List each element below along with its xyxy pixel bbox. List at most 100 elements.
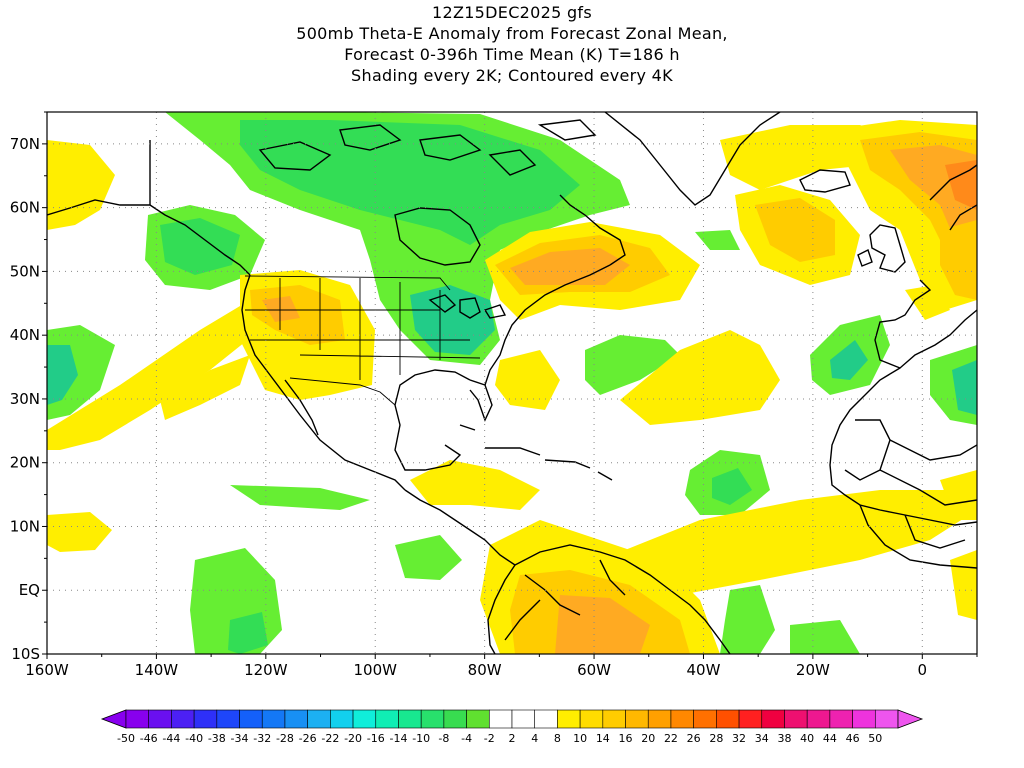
green-brazil-east — [790, 620, 860, 654]
colorbar-labels: -50 -46 -44 -40 -38 -34 -32 -28 -26 -22 -20 -16 -14-… — [117, 732, 882, 745]
colorbar-label: 22 — [664, 732, 678, 745]
green-east-pacific-strip — [230, 485, 370, 510]
yellow-africa-south — [950, 550, 977, 620]
colorbar-label: 16 — [619, 732, 633, 745]
hudson-bay — [394, 207, 481, 266]
alaska-coast — [47, 199, 251, 276]
colorbar-label: -4 — [461, 732, 472, 745]
colorbar-swatch — [625, 709, 649, 729]
colorbar-swatch — [716, 709, 740, 729]
florida — [469, 379, 493, 422]
title-line-4: Shading every 2K; Contoured every 4K — [351, 66, 673, 85]
yellow-europe-north — [905, 285, 950, 320]
us-mexico-border — [289, 377, 396, 406]
coastline-layer — [47, 112, 977, 654]
greenland — [604, 112, 781, 206]
green-south-atlantic — [720, 585, 775, 654]
green-central-america-offshore — [395, 535, 462, 580]
south-america-borders — [504, 559, 626, 641]
colorbar-label: -44 — [162, 732, 180, 745]
colorbar-swatch — [488, 709, 513, 729]
us-state-lines — [245, 278, 481, 380]
colorbar-label: 14 — [596, 732, 610, 745]
title-block: 12Z15DEC2025 gfs 500mb Theta-E Anomaly f… — [0, 2, 1024, 86]
arctic-archipelago — [258, 119, 597, 176]
colorbar — [100, 709, 924, 729]
lat-label: 50N — [10, 262, 40, 280]
canada-east-coast — [559, 194, 626, 266]
lon-label: 140W — [135, 661, 179, 679]
colorbar-label: -32 — [253, 732, 271, 745]
yellow-gulf-mexico — [495, 350, 560, 410]
colorbar-label: -28 — [276, 732, 294, 745]
colorbar-swatch — [125, 709, 150, 729]
colorbar-swatch — [420, 709, 445, 729]
colorbar-swatch — [829, 709, 853, 729]
colorbar-swatch — [330, 709, 354, 729]
green-atlantic-central — [585, 335, 680, 395]
colorbar-swatch — [443, 709, 467, 729]
colorbar-label: 26 — [687, 732, 701, 745]
colorbar-label: 8 — [554, 732, 561, 745]
green-nw-europe-strip — [695, 230, 740, 250]
lat-label: 70N — [10, 135, 40, 153]
colorbar-label: -22 — [321, 732, 339, 745]
colorbar-swatch — [352, 709, 377, 729]
gridlines — [47, 112, 977, 654]
lon-label: 160W — [25, 661, 69, 679]
colorbar-label: -20 — [344, 732, 362, 745]
colorbar-swatch — [534, 709, 558, 729]
lon-label: 60W — [577, 661, 611, 679]
north-america-west-coast — [241, 274, 406, 491]
baja-california — [284, 379, 319, 436]
colorbar-label: -46 — [140, 732, 158, 745]
axis-ticks — [42, 111, 978, 659]
colorbar-swatch — [579, 709, 604, 729]
yellow-pacific-jet — [47, 300, 260, 450]
europe-west-coast — [874, 279, 977, 369]
colorbar-swatch — [216, 709, 240, 729]
caribbean-islands — [459, 424, 613, 481]
colorbar-swatch — [874, 709, 899, 729]
africa-northwest-coast — [829, 367, 977, 526]
colorbar-label: 20 — [641, 732, 655, 745]
lat-label: 10N — [10, 517, 40, 535]
colorbar-swatch — [806, 709, 831, 729]
colorbar-swatch — [193, 709, 218, 729]
colorbar-arrow-right — [897, 709, 924, 729]
green-iberia-core — [830, 340, 868, 380]
negative-anomaly-shading — [47, 112, 977, 654]
longitude-labels: 160W 140W 120W 100W 80W 60W 40W 20W 0 — [25, 661, 927, 679]
lat-label: EQ — [19, 581, 40, 599]
green-alaska-core — [160, 218, 240, 275]
latitude-labels: 70N 60N 50N 40N 30N 20N 10N EQ 10S — [10, 135, 40, 663]
colorbar-label: 46 — [846, 732, 860, 745]
scandinavia — [929, 164, 977, 231]
colorbar-swatch — [557, 709, 581, 729]
orange-northeast-canada — [510, 248, 630, 285]
lon-label: 20W — [796, 661, 830, 679]
lon-label: 40W — [687, 661, 721, 679]
yellow-arctic-west — [47, 140, 115, 230]
colorbar-label: 34 — [755, 732, 769, 745]
lon-label: 100W — [354, 661, 398, 679]
africa-border-a — [844, 419, 891, 481]
colorbar-label: -10 — [412, 732, 430, 745]
colorbar-swatch — [784, 709, 808, 729]
green-tropical-pacific-core — [228, 612, 268, 654]
map-frame — [46, 111, 978, 655]
shading-layer — [47, 112, 977, 654]
colorbar-swatch — [239, 709, 263, 729]
yellow-tropical-atlantic-band — [600, 490, 977, 595]
us-east-coast — [484, 264, 611, 386]
colorbar-swatch — [738, 709, 763, 729]
colorbar-label: 10 — [573, 732, 587, 745]
gulf-coast — [394, 369, 471, 471]
colorbar-label: 38 — [777, 732, 791, 745]
green-pacific-west-core — [47, 345, 78, 405]
south-america-coast — [487, 544, 731, 654]
iceland — [799, 169, 851, 193]
lat-label: 10S — [11, 645, 40, 663]
colorbar-label: -40 — [185, 732, 203, 745]
